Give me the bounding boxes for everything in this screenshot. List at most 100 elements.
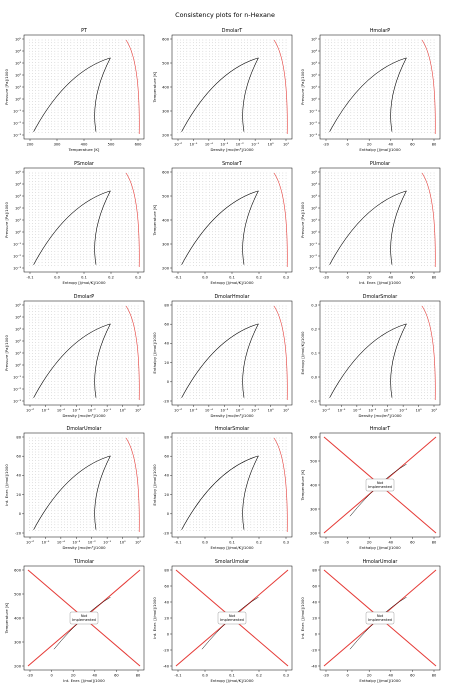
subplot-pt: PT 200 300 400 500 600 10⁵ 10⁴ 10³ 10² 10¹ 10⁰ 10⁻¹ 1… bbox=[4, 28, 145, 152]
subplot-smolarumolar: SmolarUmolar -0.1 0.0 0.1 0.2 0.3 80 60 40 20 0 -20… bbox=[152, 559, 293, 683]
x-tick-label: 400 bbox=[81, 143, 89, 147]
plot-frame bbox=[171, 432, 293, 538]
x-tick-label: 10⁻⁶ bbox=[26, 541, 34, 545]
y-tick-label: 0 bbox=[167, 380, 170, 384]
y-tick-label: -20 bbox=[15, 531, 22, 535]
y-tick-label: 10⁴ bbox=[311, 182, 318, 186]
x-axis-label: Temperature [K] bbox=[68, 147, 100, 152]
state-points bbox=[177, 305, 287, 399]
y-axis-label: Int. Ener. [J/mol]/1000 bbox=[4, 464, 9, 506]
x-tick-label: 20 bbox=[367, 541, 372, 545]
y-tick-label: 10³ bbox=[15, 327, 22, 331]
y-tick-label: 10⁻¹ bbox=[309, 242, 317, 246]
x-tick-label: 0.2 bbox=[108, 276, 114, 280]
x-tick-label: 0 bbox=[346, 143, 349, 147]
x-tick-label: -0.1 bbox=[174, 541, 181, 545]
y-tick-label: 600 bbox=[310, 435, 318, 439]
y-tick-label: 10⁵ bbox=[15, 303, 22, 307]
x-tick-label: 0.1 bbox=[229, 541, 235, 545]
y-tick-label: 600 bbox=[14, 568, 22, 572]
x-axis-label: Density [mol/m³]/1000 bbox=[62, 545, 106, 550]
y-tick-label: 10⁻¹ bbox=[309, 109, 317, 113]
subplot-title: TUmolar bbox=[73, 559, 94, 565]
y-tick-label: 0 bbox=[167, 632, 170, 636]
x-tick-label: 60 bbox=[410, 143, 415, 147]
x-axis-label: Density [mol/m³]/1000 bbox=[358, 413, 402, 418]
saturation-curve bbox=[181, 323, 259, 398]
not-implemented-label: Not bbox=[377, 481, 384, 485]
saturation-curve bbox=[181, 57, 259, 132]
x-tick-label: 0.0 bbox=[202, 541, 208, 545]
boundary-curve bbox=[421, 305, 436, 401]
y-tick-label: 10⁵ bbox=[311, 37, 318, 41]
x-tick-label: 10⁻⁵ bbox=[41, 541, 49, 545]
x-tick-label: 300 bbox=[54, 143, 62, 147]
dew-curve bbox=[242, 323, 259, 398]
x-tick-label: 10⁻⁴ bbox=[57, 541, 65, 545]
x-tick-label: 10¹ bbox=[135, 541, 142, 545]
plot-frame bbox=[171, 167, 293, 273]
x-tick-label: 10⁻³ bbox=[72, 409, 80, 413]
x-tick-label: 10⁻³ bbox=[368, 409, 376, 413]
subplot-dmolarsmolar: DmolarSmolar 10⁻⁶ 10⁻⁵ 10⁻⁴ 10⁻³ 10⁻² 10⁻¹ 10⁰ 1… bbox=[300, 294, 441, 418]
plot-frame bbox=[171, 34, 293, 140]
boundary-curve bbox=[125, 172, 140, 268]
y-tick-label: -40 bbox=[311, 664, 318, 668]
x-tick-label: 500 bbox=[108, 143, 116, 147]
y-tick-label: 80 bbox=[164, 303, 169, 307]
plot-frame bbox=[319, 167, 441, 273]
y-tick-label: 10⁻³ bbox=[309, 266, 317, 270]
not-implemented-box bbox=[365, 611, 395, 625]
y-tick-label: 10² bbox=[311, 206, 318, 210]
y-tick-label: 10³ bbox=[311, 61, 318, 65]
y-tick-label: -20 bbox=[311, 648, 318, 652]
not-implemented-label: Not bbox=[229, 614, 236, 618]
y-tick-label: 10⁻² bbox=[13, 254, 21, 258]
y-axis-label: Pressure [Pa]/1000 bbox=[4, 202, 9, 238]
y-tick-label: 80 bbox=[312, 568, 317, 572]
y-tick-label: -40 bbox=[163, 664, 170, 668]
y-tick-label: 400 bbox=[14, 616, 22, 620]
y-tick-label: 10⁵ bbox=[15, 170, 22, 174]
x-axis-label: Int. Ener. [J/mol]/1000 bbox=[359, 280, 401, 285]
x-tick-label: 10⁰ bbox=[268, 409, 275, 413]
x-tick-label: 10⁰ bbox=[416, 409, 423, 413]
x-tick-label: 40 bbox=[389, 143, 394, 147]
subplot-title: HmolarT bbox=[370, 426, 390, 432]
y-tick-label: -20 bbox=[163, 648, 170, 652]
y-tick-label: 10⁴ bbox=[311, 49, 318, 53]
dew-curve bbox=[390, 323, 407, 398]
dew-curve bbox=[390, 57, 407, 132]
state-points bbox=[177, 437, 287, 531]
x-tick-label: 10¹ bbox=[283, 143, 290, 147]
y-tick-label: 40 bbox=[312, 600, 317, 604]
x-axis-label: Entropy [J/mol/K]/1000 bbox=[210, 545, 254, 550]
x-axis-label: Entropy [J/mol/K]/1000 bbox=[210, 280, 254, 285]
x-tick-label: 0.2 bbox=[256, 276, 262, 280]
x-tick-label: 10⁻³ bbox=[220, 143, 228, 147]
subplot-dmolarhmolar: DmolarHmolar 10⁻⁶ 10⁻⁵ 10⁻⁴ 10⁻³ 10⁻² 10⁻¹ 10⁰ 1… bbox=[152, 294, 293, 418]
y-axis-label: Temperature [K] bbox=[300, 469, 305, 501]
y-axis-label: Temperature [K] bbox=[4, 602, 9, 634]
state-points bbox=[325, 305, 435, 399]
boundary-curve bbox=[273, 305, 288, 401]
saturation-curve bbox=[33, 190, 111, 265]
y-tick-label: 10⁰ bbox=[15, 97, 22, 101]
saturation-curve bbox=[33, 323, 111, 398]
y-tick-label: 10⁻³ bbox=[13, 133, 21, 137]
y-tick-label: 10⁻³ bbox=[309, 133, 317, 137]
not-implemented-label: Implemented bbox=[220, 618, 244, 622]
x-tick-label: 0.1 bbox=[229, 674, 235, 678]
plot-frame bbox=[171, 300, 293, 406]
y-tick-label: 40 bbox=[164, 600, 169, 604]
y-axis-label: Entropy [J/mol/K]/1000 bbox=[300, 331, 305, 375]
subplot-dmolart: DmolarT 10⁻⁶ 10⁻⁵ 10⁻⁴ 10⁻³ 10⁻² 10⁻¹ 10⁰ 10¹ 600… bbox=[152, 28, 293, 152]
x-tick-label: 0.0 bbox=[202, 276, 208, 280]
y-tick-label: 60 bbox=[312, 584, 317, 588]
subplot-title: DmolarHmolar bbox=[214, 294, 249, 300]
x-tick-label: 10⁻¹ bbox=[251, 409, 259, 413]
dew-curve bbox=[242, 57, 259, 132]
y-axis-label: Int. Ener. [J/mol]/1000 bbox=[300, 597, 305, 639]
boundary-curve bbox=[125, 39, 140, 135]
